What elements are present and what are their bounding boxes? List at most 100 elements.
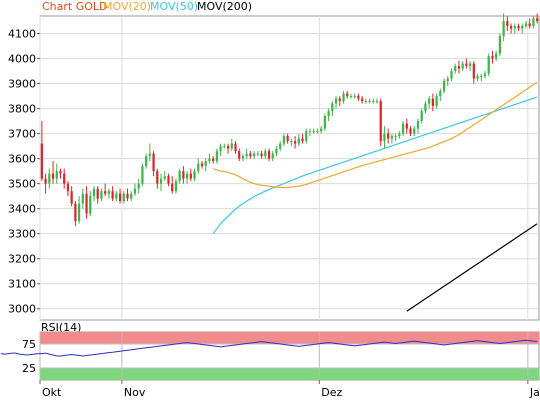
candle-body <box>387 133 390 139</box>
candle <box>480 73 483 82</box>
candle <box>409 126 412 137</box>
candle-body <box>521 26 524 29</box>
candle-body <box>282 136 286 144</box>
candle <box>118 188 122 204</box>
candle-body <box>63 173 66 184</box>
candle <box>145 153 148 169</box>
candle <box>85 186 88 219</box>
candle-body <box>81 193 84 204</box>
candle-body <box>286 136 289 142</box>
candle <box>405 118 408 134</box>
candle-body <box>279 143 282 149</box>
candle-body <box>189 173 192 179</box>
candle-body <box>476 76 479 79</box>
candle <box>442 78 446 94</box>
candle <box>293 136 297 149</box>
candle <box>215 148 219 164</box>
rsi-y-tick-label: 75 <box>22 338 36 351</box>
candle <box>349 93 353 99</box>
candle <box>141 163 144 187</box>
candle-body <box>249 153 252 157</box>
candle-body <box>372 101 375 103</box>
candle-body <box>413 128 416 134</box>
candle-body <box>513 26 516 29</box>
candle <box>472 61 475 84</box>
candle <box>104 183 107 197</box>
candle <box>130 191 133 202</box>
candle <box>107 188 111 199</box>
price-y-tick-label: 3900 <box>8 78 36 91</box>
rsi-line <box>0 339 538 357</box>
candle-body <box>457 66 461 69</box>
candle-body <box>167 176 170 184</box>
candle-body <box>115 193 118 199</box>
candle-body <box>480 76 483 78</box>
candle <box>271 151 274 162</box>
candle-body <box>524 23 528 27</box>
candle-body <box>428 98 431 104</box>
candle <box>219 143 222 157</box>
candle-body <box>465 63 468 67</box>
candle-body <box>454 66 457 72</box>
candle-body <box>208 158 211 162</box>
candle-body <box>223 146 226 148</box>
candle-body <box>446 78 449 82</box>
candle <box>327 108 330 122</box>
candle <box>532 16 535 29</box>
candle <box>200 161 204 169</box>
candle-body <box>204 161 207 167</box>
x-tick-label: Okt <box>42 386 62 399</box>
candle-body <box>200 163 204 167</box>
candle-body <box>409 128 412 134</box>
price-grid <box>39 16 539 320</box>
candle-body <box>163 176 166 179</box>
candle-body <box>96 188 99 199</box>
candle <box>77 196 81 224</box>
candle-body <box>405 123 408 129</box>
candle <box>375 98 379 104</box>
candle <box>286 133 289 144</box>
candle-body <box>156 171 159 184</box>
candle <box>48 168 51 189</box>
candle-body <box>89 196 92 214</box>
candle-body <box>349 96 353 98</box>
mov200-series <box>406 223 538 312</box>
candle <box>260 151 263 159</box>
candle-body <box>145 156 148 167</box>
candle <box>204 158 207 172</box>
candle-body <box>334 98 338 104</box>
candle <box>282 133 286 147</box>
candle <box>312 128 315 134</box>
candles <box>40 13 539 227</box>
candle <box>465 58 468 69</box>
candle-body <box>159 178 163 184</box>
candle-body <box>506 21 509 27</box>
candle-body <box>435 96 438 107</box>
candle <box>178 168 181 184</box>
candle <box>66 181 70 197</box>
candle-body <box>148 153 151 157</box>
candle <box>81 188 84 209</box>
legend-mov50-label: MOV(50) <box>150 0 198 13</box>
price-y-tick-label: 3700 <box>8 128 36 141</box>
candle-body <box>431 98 434 107</box>
candle-body <box>40 143 43 179</box>
candle <box>476 73 479 82</box>
rsi-y-tick-label: 25 <box>22 362 36 375</box>
mov200-line <box>406 223 538 312</box>
candle-body <box>320 128 323 132</box>
price-y-tick-label: 4100 <box>8 28 36 41</box>
candle <box>249 151 252 159</box>
candle <box>70 186 73 207</box>
candle <box>372 98 375 104</box>
candle <box>297 133 300 147</box>
candle <box>383 126 386 149</box>
candle <box>59 168 62 179</box>
candle-body <box>271 153 274 159</box>
candle <box>275 146 278 157</box>
candle-body <box>59 171 62 174</box>
legend: Chart GOLD MOV(20) MOV(50) MOV(200) <box>42 0 252 13</box>
candle-body <box>375 101 379 103</box>
candle <box>174 178 178 194</box>
candle <box>308 128 312 137</box>
